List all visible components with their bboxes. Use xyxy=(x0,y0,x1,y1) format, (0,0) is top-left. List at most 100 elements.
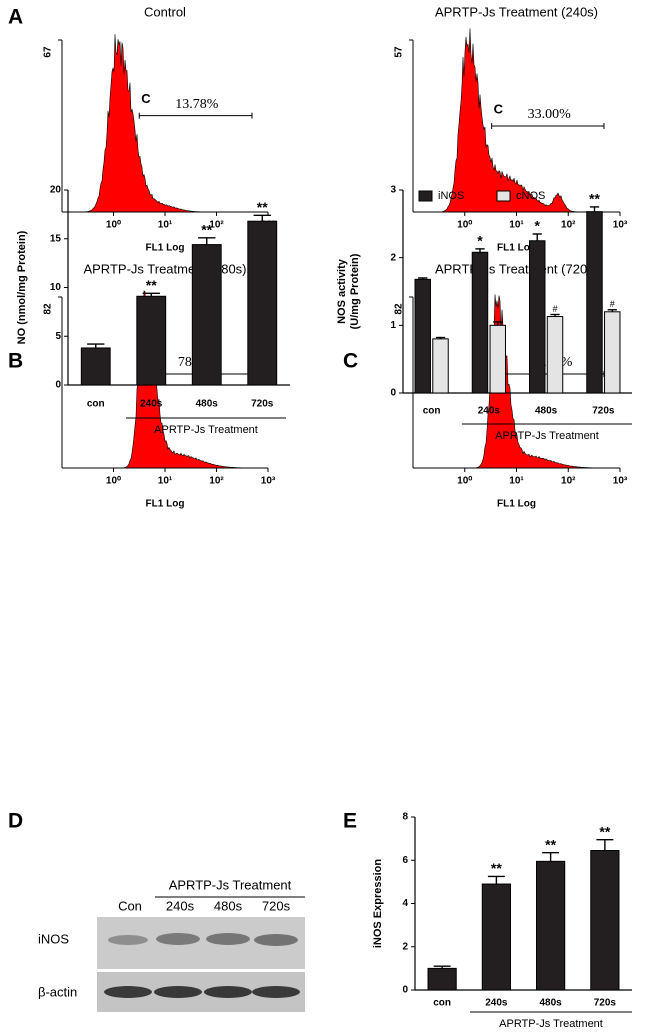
blot-column: 720s xyxy=(262,898,291,913)
y-tick-label: 82 xyxy=(43,303,54,315)
x-tick-label: 480s xyxy=(196,399,219,410)
y-tick-label: 4 xyxy=(402,898,408,909)
y-tick-label: 5 xyxy=(55,331,61,342)
y-tick-label: 6 xyxy=(402,855,408,866)
bar xyxy=(80,347,111,386)
x-tick-label: 10¹ xyxy=(158,476,173,487)
blot-band xyxy=(252,986,300,998)
blot-band xyxy=(108,935,148,945)
histogram xyxy=(423,294,601,469)
significance: ** xyxy=(201,221,212,237)
blot-band xyxy=(206,933,250,945)
blot-column: 480s xyxy=(214,898,243,913)
x-tick-label: 240s xyxy=(140,399,163,410)
y-tick-label: 82 xyxy=(394,303,405,315)
x-axis-label: FL1 Log xyxy=(497,243,536,254)
bar xyxy=(586,211,603,394)
blot-band xyxy=(154,986,202,998)
bar xyxy=(590,850,620,991)
x-tick-label: 10⁰ xyxy=(457,220,472,231)
legend-label: iNOS xyxy=(438,190,464,202)
histogram-title: Control xyxy=(144,4,186,19)
blot-header: APRTP-Js Treatment xyxy=(169,877,292,892)
significance: # xyxy=(610,299,615,309)
significance: # xyxy=(553,304,558,314)
y-axis-label: (U/mg Protein) xyxy=(349,253,361,329)
histogram-title: APRTP-Js Treatment (720s) xyxy=(435,261,598,276)
x-tick-label: 10² xyxy=(209,476,224,487)
bar xyxy=(427,967,457,991)
significance: * xyxy=(535,218,541,234)
y-tick-label: 8 xyxy=(402,812,408,823)
significance: ** xyxy=(599,823,610,839)
bar xyxy=(191,244,222,386)
x-tick-label: 10³ xyxy=(613,220,628,231)
x-tick-label: 720s xyxy=(594,998,617,1009)
bar xyxy=(489,324,506,394)
bar xyxy=(604,311,621,394)
x-tick-label: 10¹ xyxy=(509,220,524,231)
legend-swatch xyxy=(496,190,511,202)
y-tick-label: 67 xyxy=(43,46,54,58)
blot-band xyxy=(254,934,298,946)
group-label: APRTP-Js Treatment xyxy=(499,1018,603,1030)
x-tick-label: 10³ xyxy=(613,476,628,487)
panel-label: D xyxy=(8,810,23,833)
x-tick-label: 10² xyxy=(561,476,576,487)
x-tick-label: 10¹ xyxy=(158,220,173,231)
y-tick-label: 2 xyxy=(402,941,408,952)
bar xyxy=(247,220,278,386)
bar xyxy=(432,338,449,394)
panel-label: E xyxy=(343,810,357,833)
bar xyxy=(536,860,566,991)
significance: ** xyxy=(257,199,268,215)
y-tick-label: 57 xyxy=(394,46,405,58)
blot-band xyxy=(204,986,252,998)
significance: ** xyxy=(146,277,157,293)
x-tick-label: 10⁰ xyxy=(457,476,472,487)
panel-label: B xyxy=(8,350,23,373)
x-tick-label: 10² xyxy=(209,220,224,231)
bar xyxy=(529,240,546,394)
significance: * xyxy=(477,233,483,249)
y-tick-label: 0 xyxy=(390,388,396,399)
y-tick-label: 10 xyxy=(50,282,62,293)
significance: ** xyxy=(545,836,556,852)
x-tick-label: con xyxy=(87,399,105,410)
x-tick-label: 10¹ xyxy=(509,476,524,487)
histogram xyxy=(72,34,248,213)
bar xyxy=(414,278,431,394)
y-axis-label: iNOS Expression xyxy=(372,859,384,949)
blot-band xyxy=(156,933,200,945)
histogram xyxy=(423,28,601,213)
x-tick-label: 240s xyxy=(485,998,508,1009)
x-tick-label: con xyxy=(423,406,441,417)
x-tick-label: 10⁰ xyxy=(106,476,121,487)
y-axis-label: NO (nmol/mg Protein) xyxy=(16,230,28,344)
bar xyxy=(136,295,167,386)
group-label: APRTP-Js Treatment xyxy=(154,424,258,436)
legend-label: cNOS xyxy=(516,190,545,202)
bar xyxy=(546,316,564,394)
bar xyxy=(481,883,511,991)
y-axis-label: NOS activity xyxy=(336,258,348,324)
y-tick-label: 1 xyxy=(390,320,396,331)
y-tick-label: 2 xyxy=(390,252,396,263)
histogram-title: APRTP-Js Treatment (240s) xyxy=(435,4,598,19)
x-axis-label: FL1 Log xyxy=(146,499,185,510)
blot-row: β-actin xyxy=(38,984,77,999)
gate-label: C xyxy=(494,101,504,116)
blot-column: 240s xyxy=(166,898,195,913)
x-tick-label: 480s xyxy=(540,998,563,1009)
group-label: APRTP-Js Treatment xyxy=(495,430,599,442)
y-tick-label: 15 xyxy=(50,233,62,244)
x-axis-label: FL1 Log xyxy=(497,499,536,510)
x-tick-label: 10⁰ xyxy=(106,220,121,231)
bar xyxy=(471,251,489,394)
y-tick-label: 20 xyxy=(50,185,62,196)
x-tick-label: 720s xyxy=(592,406,615,417)
gate-percent: 33.00% xyxy=(528,107,572,122)
blot-band xyxy=(104,986,152,998)
western-blot: APRTP-Js Treatment Con 240s 480s 720s iN… xyxy=(38,877,305,1012)
